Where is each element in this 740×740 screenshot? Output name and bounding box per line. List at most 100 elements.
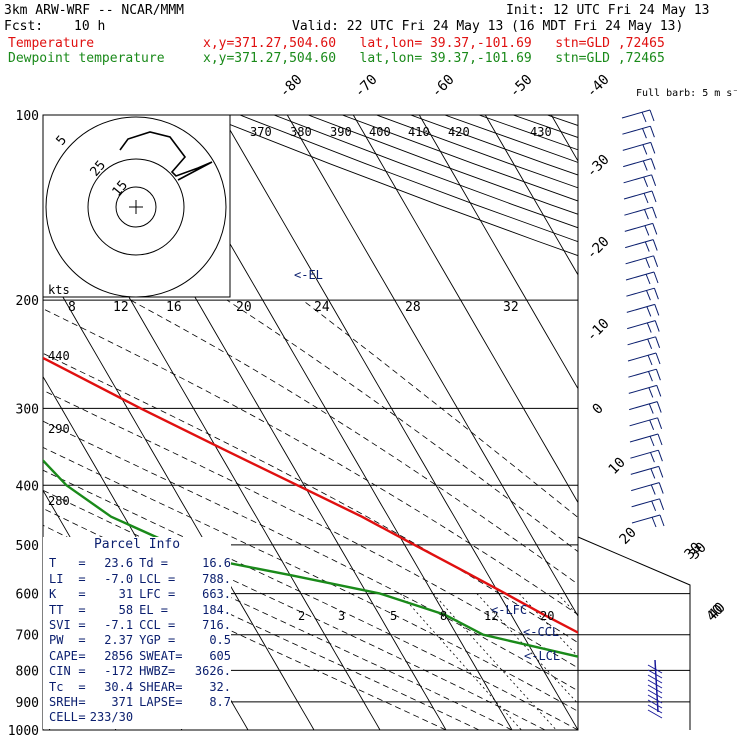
wind-barb [651,174,657,186]
wind-barb [659,514,665,527]
theta-label: 370 [250,125,272,139]
temperature-legend: Temperature [8,36,95,51]
pressure-tick-label: 800 [16,664,39,679]
wind-barb [657,433,663,446]
wind-barb [642,160,648,171]
parcel-info-row: PW = 2.37 YGP = 0.5 [43,633,231,648]
parcel-key: YGP = [139,633,176,648]
wind-barb [650,468,656,479]
isotherm-line [352,115,578,504]
isotherm-line [418,115,578,390]
wind-barb [649,126,655,138]
parcel-key: CIN [49,664,71,679]
theta-label: 420 [448,125,470,139]
wind-barb [623,190,653,200]
isotherm-line [220,115,578,730]
init-time: Init: 12 UTC Fri 24 May 13 [506,3,710,18]
dewpoint-legend: Dewpoint temperature [8,51,165,66]
mixing-ratio-label: 8 [440,609,447,623]
wind-barb [627,320,656,330]
hodograph-ring [115,186,157,228]
wind-barb [643,192,649,204]
forecast-label: Fcst: [4,19,44,34]
wind-barb [623,174,652,184]
dry-adiabat-line [239,115,578,243]
isotherm-label: 10 [606,455,629,478]
wind-barb [643,209,649,220]
parcel-key: LCL = [139,571,176,586]
parcel-equals: = [78,648,86,663]
hodograph-trace [119,131,213,181]
isotherm-label: -40 [584,72,613,101]
parcel-info-row: SREH = 371 LAPSE= 8.7 [43,695,231,710]
parcel-equals: = [78,710,86,725]
wind-barb [644,241,650,252]
wind-barb [653,255,659,267]
parcel-key: PW [49,633,64,648]
parcel-value: 3626. [194,664,231,679]
temperature-location: x,y=371.27,504.60 lat,lon= 39.37,-101.69… [203,36,665,51]
wind-barb [647,354,653,366]
parcel-equals: = [78,633,86,648]
isotherm-label: -60 [429,72,458,101]
parcel-key [133,710,188,725]
wind-barb [625,255,654,265]
parcel-key: CELL [49,710,78,725]
parcel-value: 0.5 [209,633,231,648]
wind-barb [646,306,652,317]
wind-barb [648,387,654,398]
wind-barb [629,401,658,411]
parcel-key: HWBZ= [139,664,176,679]
lfc-label: <-LFC [491,603,527,617]
hodograph-ring [45,116,227,298]
parcel-key: SVI [49,618,71,633]
isotherm-label: -80 [277,72,306,101]
dry-adiabat-line [582,115,740,730]
isotherm-label: -30 [584,152,613,181]
pressure-tick-label: 100 [16,109,39,124]
wind-barb [654,320,660,332]
parcel-equals: = [78,664,86,679]
wind-barb [651,516,657,528]
parcel-info-row: CELL = 233/30 [43,710,231,725]
wind-barb [647,684,663,694]
wind-barb [647,371,653,382]
wind-barb [655,352,661,365]
wind-barb [630,449,659,459]
parcel-info-row: K = 31 LFC = 663. [43,587,231,602]
theta-label: 430 [530,125,552,139]
parcel-equals: = [78,679,86,694]
isotherm-label: -70 [352,72,381,101]
mixing-ratio-label: 12 [484,609,498,623]
mixing-ratio-label: 3 [338,609,345,623]
lcl-label: <-LCL [524,649,560,663]
wind-barb [627,336,656,346]
dry-adiabat-line [718,115,740,730]
wind-barb [648,403,654,414]
theta-label: 280 [48,494,70,508]
wind-barb [631,498,660,508]
parcel-value: 184. [202,602,231,617]
wind-barb [658,482,664,494]
wind-barb [643,176,649,187]
theta-label: 400 [369,125,391,139]
wind-barb-staff [654,659,659,713]
dry-adiabat-line [273,115,578,229]
parcel-info-row: T = 23.6 Td = 16.6 [43,556,231,571]
theta-label: 290 [48,422,70,436]
wind-barb [652,239,658,251]
dry-adiabat-line [547,115,578,126]
wind-barb [631,514,661,524]
wind-barb [655,369,661,381]
theta-label: 390 [330,125,352,139]
isotherm-label: -20 [584,234,613,263]
isotherm-label: -10 [584,316,613,345]
wind-barb [647,679,663,689]
speed-tick-label: 16 [166,300,182,315]
parcel-equals: = [78,571,86,586]
isotherm-label: 20 [617,525,640,548]
dewpoint-location: x,y=371.27,504.60 lat,lon= 39.37,-101.69… [203,51,665,66]
dry-adiabat-line [410,115,578,176]
wind-barb [656,401,662,413]
wind-barb [622,141,651,151]
